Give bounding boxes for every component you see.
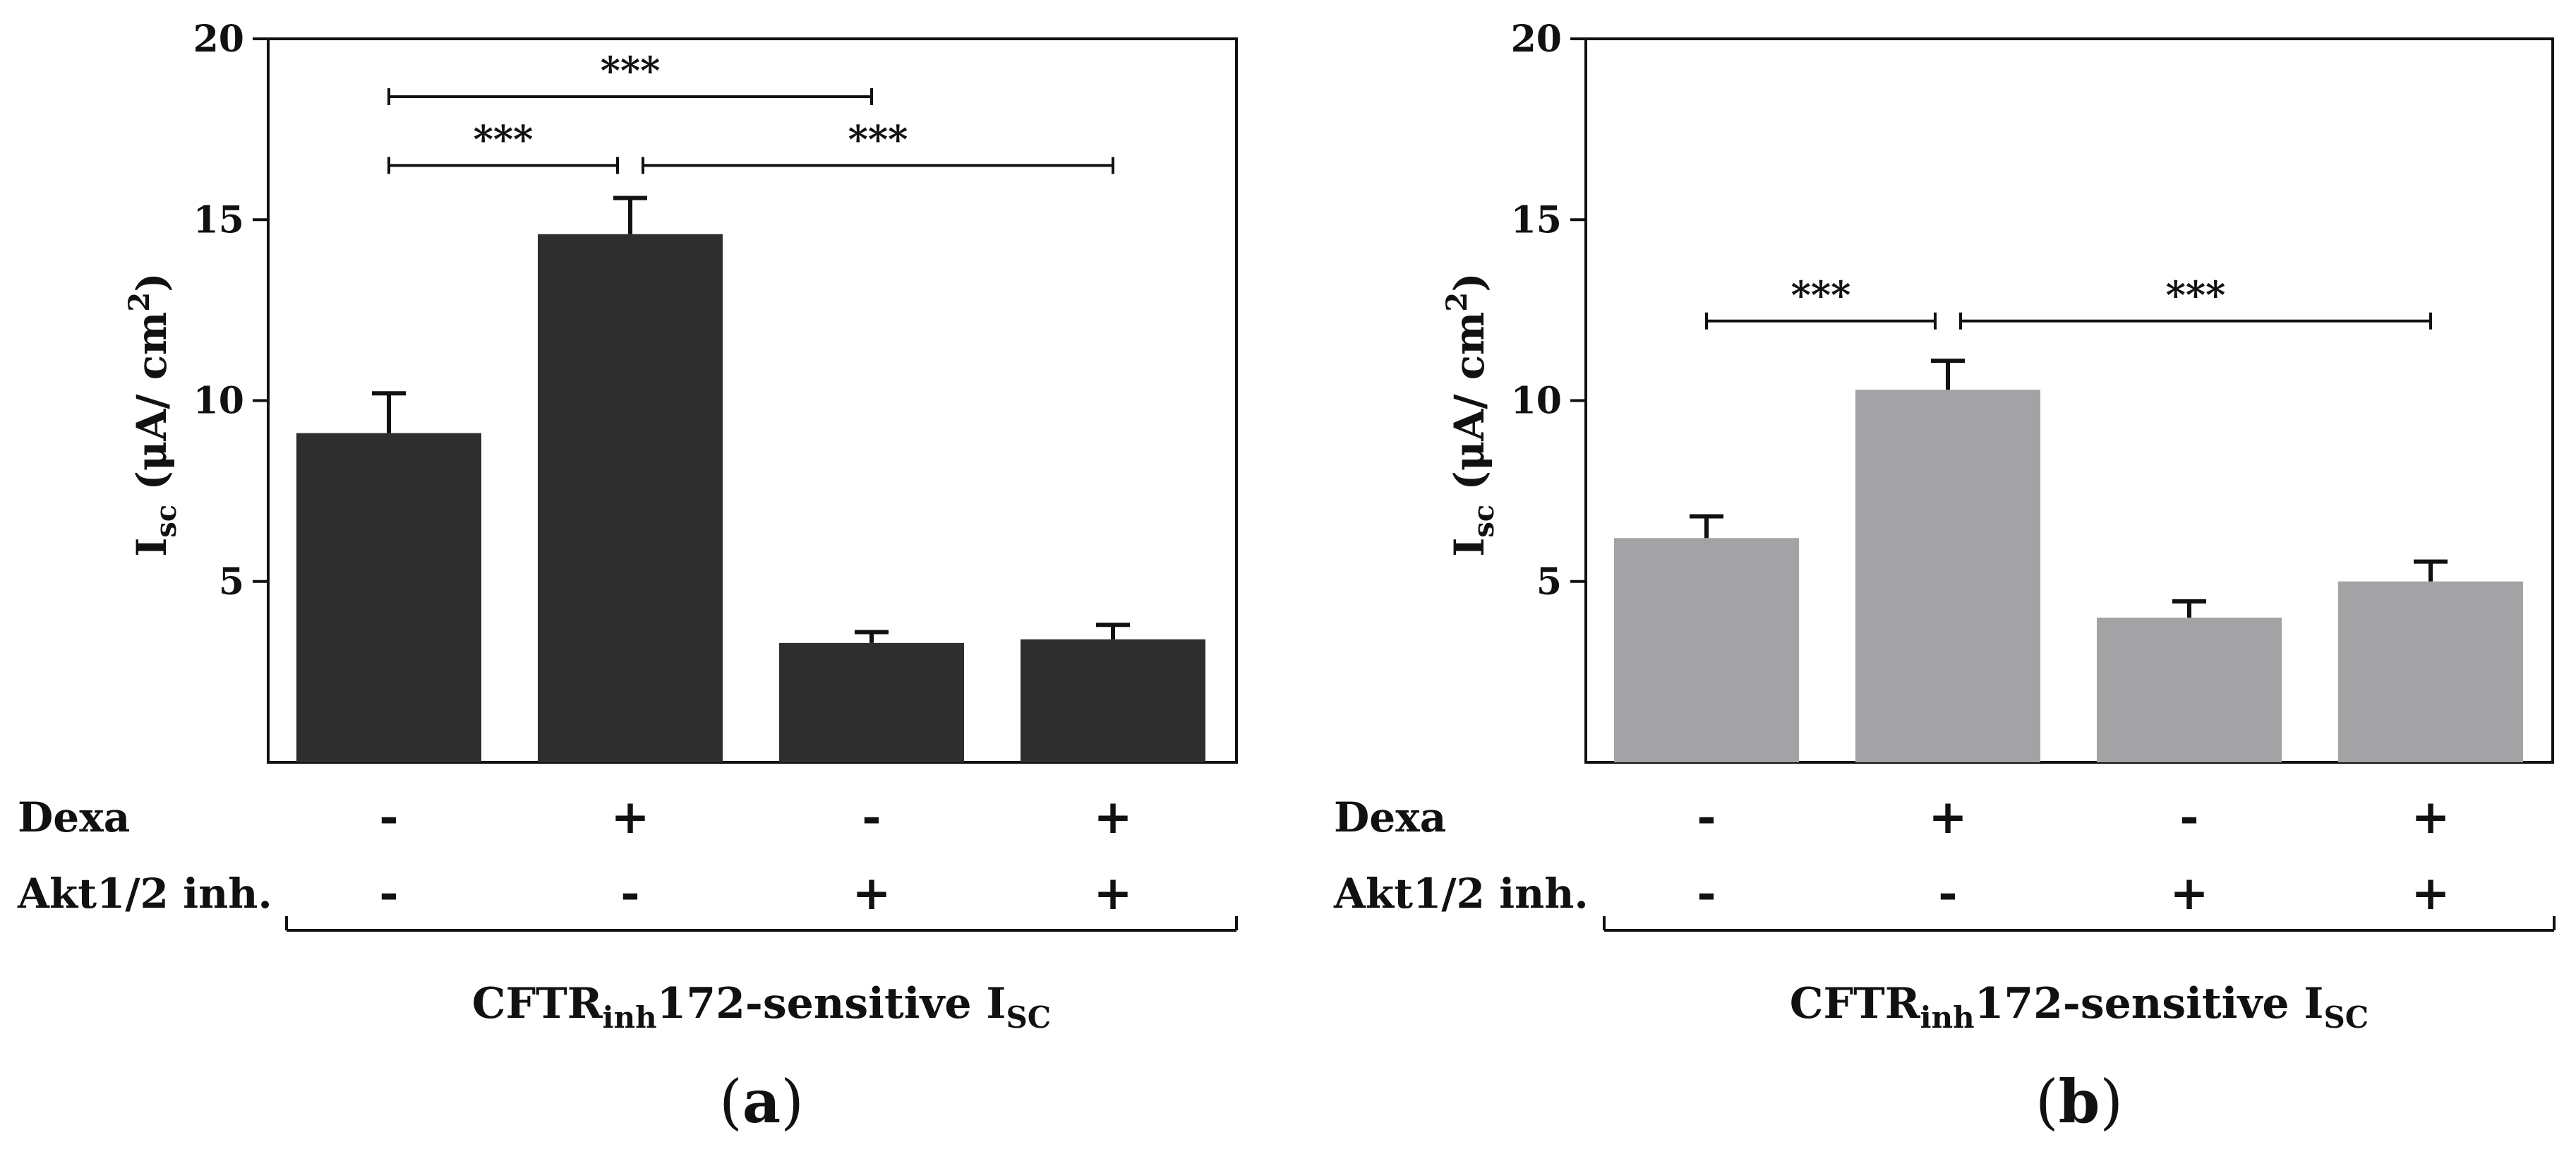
bar-1 [296,433,481,762]
bar-2 [538,234,723,762]
panel-a: 5 10 15 20 Isc (μA/ cm2) *** *** *** Dexa - + - + Akt… [17,18,1238,1136]
group-bracket [285,916,1238,932]
significance-label: *** [1791,272,1851,318]
condition-value: + [1093,865,1132,920]
error-bar-4 [1096,623,1130,639]
bar-4 [1021,639,1205,762]
y-tick-label: 10 [1511,380,1562,423]
error-bar-1 [372,391,406,433]
condition-value: + [852,865,891,920]
condition-value: - [1697,865,1716,920]
y-tick-label: 5 [219,560,244,603]
bar-2 [1855,390,2040,762]
condition-value: - [379,789,398,844]
condition-label: Dexa [1334,793,1446,841]
error-bar-1 [1690,514,1723,539]
error-bar-3 [2172,599,2206,618]
condition-value: + [2169,865,2208,920]
significance-bracket: *** [387,116,619,174]
condition-value: + [2411,865,2450,920]
panel-b: 5 10 15 20 Isc (μA/ cm2) *** *** Dexa - + - + Akt1/2… [1333,18,2556,1136]
condition-value: + [2411,789,2450,844]
condition-value: - [379,865,398,920]
condition-value: - [1938,865,1957,920]
significance-label: *** [474,116,534,162]
y-tick-label: 15 [1511,198,1562,241]
y-tick-label: 5 [1536,560,1562,603]
condition-value: + [1928,789,1967,844]
x-axis-label: CFTRinh172-sensitive ISC [1790,979,2369,1035]
panel-label: (b) [2035,1067,2123,1136]
significance-bracket: *** [642,116,1114,174]
condition-label: Akt1/2 inh. [1333,870,1589,918]
error-bar-4 [2414,559,2448,582]
x-axis-label: CFTRinh172-sensitive ISC [472,979,1051,1035]
significance-bracket: *** [387,48,873,105]
condition-value: - [1697,789,1716,844]
condition-value: - [620,865,639,920]
condition-value: + [610,789,649,844]
error-bar-2 [613,196,647,234]
y-axis-label: Isc (μA/ cm2) [1440,272,1500,556]
significance-label: *** [601,48,661,93]
significance-bracket: *** [1959,272,2432,330]
bar-1 [1614,538,1799,762]
significance-bracket: *** [1705,272,1937,330]
y-tick-label: 15 [193,198,244,241]
bar-3 [2097,618,2282,762]
condition-label: Akt1/2 inh. [17,870,272,918]
group-bracket [1603,916,2556,932]
condition-value: - [862,789,881,844]
y-axis-label: Isc (μA/ cm2) [123,272,183,556]
condition-value: - [2179,789,2198,844]
y-tick-label: 20 [193,18,244,61]
significance-label: *** [2166,272,2226,318]
error-bar-3 [855,630,889,643]
y-tick-label: 20 [1511,18,1562,61]
significance-label: *** [848,116,908,162]
y-tick-label: 10 [193,380,244,423]
bar-3 [779,642,964,762]
bar-4 [2338,581,2523,762]
condition-value: + [1093,789,1132,844]
condition-label: Dexa [18,793,130,841]
error-bar-2 [1931,359,1965,390]
panel-label: (a) [719,1067,804,1136]
